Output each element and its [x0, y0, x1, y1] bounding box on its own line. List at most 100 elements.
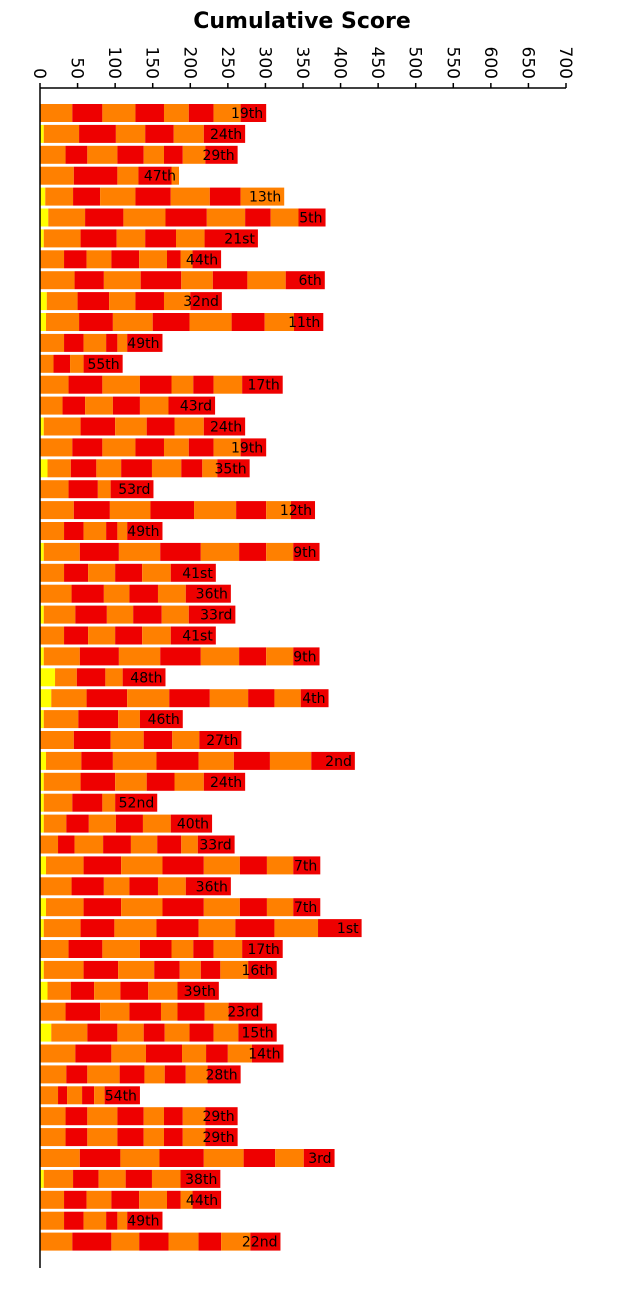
rank-label: 47th	[144, 169, 176, 185]
bar-segment	[188, 104, 214, 122]
bar-segment	[250, 1232, 281, 1251]
rank-label: 33rd	[199, 838, 231, 854]
bar-segment	[176, 229, 205, 248]
bar-segment	[40, 1211, 65, 1230]
bar-segment	[139, 250, 167, 269]
bar-segment	[85, 208, 124, 227]
rank-label: 24th	[210, 775, 242, 791]
bar-segment	[64, 1190, 87, 1209]
bar-segment	[117, 1211, 128, 1230]
bar-segment	[146, 417, 175, 436]
bar-segment	[170, 626, 216, 645]
bar-segment	[72, 104, 103, 122]
bar-segment	[40, 751, 47, 770]
bar-segment	[204, 229, 258, 248]
bar	[40, 814, 213, 833]
bar-segment	[251, 1044, 284, 1063]
bar-segment	[96, 459, 122, 478]
bar-segment	[40, 1149, 80, 1167]
bar-segment	[127, 522, 163, 540]
bar-segment	[190, 292, 222, 311]
bar-segment	[83, 1211, 107, 1230]
bar-segment	[127, 333, 163, 352]
bar-segment	[156, 919, 199, 938]
bar-segment	[62, 396, 86, 415]
bar-segment	[285, 271, 325, 290]
x-tick-label: 50	[67, 57, 87, 79]
bar-segment	[40, 1128, 66, 1147]
bar	[40, 584, 231, 603]
bar-segment	[125, 1169, 152, 1188]
bar-segment	[77, 292, 110, 311]
bar-segment	[135, 438, 164, 457]
bar-segment	[298, 208, 326, 227]
bar-segment	[102, 793, 116, 812]
rank-label: 32nd	[183, 294, 219, 310]
bar-segment	[40, 919, 44, 938]
bar-segment	[181, 459, 203, 478]
bar-segment	[164, 1065, 186, 1084]
bar-segment	[145, 229, 177, 248]
bar-segment	[66, 1065, 88, 1084]
bar-segment	[311, 751, 355, 770]
rank-label: 40th	[177, 817, 209, 833]
bar-segment	[82, 1086, 95, 1105]
bar-segment	[66, 814, 89, 833]
bar-segment	[231, 313, 265, 331]
bar-segment	[203, 124, 246, 143]
bar-segment	[117, 333, 128, 352]
bar-segment	[79, 542, 119, 561]
bar-segment	[73, 166, 118, 185]
bar-segment	[71, 877, 104, 896]
bar-segment	[170, 563, 216, 582]
bar-segment	[135, 292, 164, 311]
bar-segment	[72, 1232, 112, 1251]
bar-segment	[40, 522, 65, 540]
bar-segment	[170, 187, 210, 206]
bar-segment	[173, 124, 204, 143]
bar-segment	[79, 124, 116, 143]
bar-segment	[117, 1107, 144, 1126]
chart-title: Cumulative Score	[193, 9, 411, 34]
bar-segment	[209, 689, 249, 708]
bar-segment	[43, 124, 80, 143]
bar-segment	[58, 1086, 68, 1105]
bar	[40, 856, 321, 875]
bar-segment	[143, 1107, 164, 1126]
x-tick-label: 450	[367, 47, 387, 79]
bar-segment	[193, 940, 214, 958]
bar	[40, 417, 246, 436]
bar-segment	[203, 417, 246, 436]
bar	[40, 668, 166, 687]
rank-label: 48th	[130, 670, 162, 686]
rank-label: 23rd	[227, 1005, 259, 1021]
bar-segment	[133, 605, 162, 624]
bar-segment	[150, 501, 195, 520]
bar-segment	[40, 605, 44, 624]
bar-segment	[40, 396, 63, 415]
bar-segment	[111, 1044, 146, 1063]
bar-segment	[117, 1128, 144, 1147]
rank-label: 55th	[87, 357, 119, 373]
bar-segment	[239, 542, 267, 561]
bar	[40, 396, 216, 415]
bar-segment	[118, 960, 155, 979]
bar-segment	[205, 1107, 238, 1126]
bar-segment	[115, 626, 143, 645]
bar	[40, 793, 158, 812]
bar-segment	[40, 563, 65, 582]
bar-segment	[121, 856, 163, 875]
bar-segment	[47, 459, 71, 478]
bar-segment	[40, 940, 69, 958]
bar-segment	[65, 1002, 101, 1021]
bar	[40, 710, 183, 729]
rank-label: 29th	[202, 1109, 234, 1125]
bar-segment	[180, 250, 193, 269]
bar-segment	[179, 960, 201, 979]
bar	[40, 1044, 284, 1063]
bar-segment	[180, 1190, 193, 1209]
bar-segment	[151, 459, 182, 478]
bar-segment	[269, 751, 312, 770]
bar-segment	[165, 208, 207, 227]
bar-segment	[118, 647, 161, 666]
